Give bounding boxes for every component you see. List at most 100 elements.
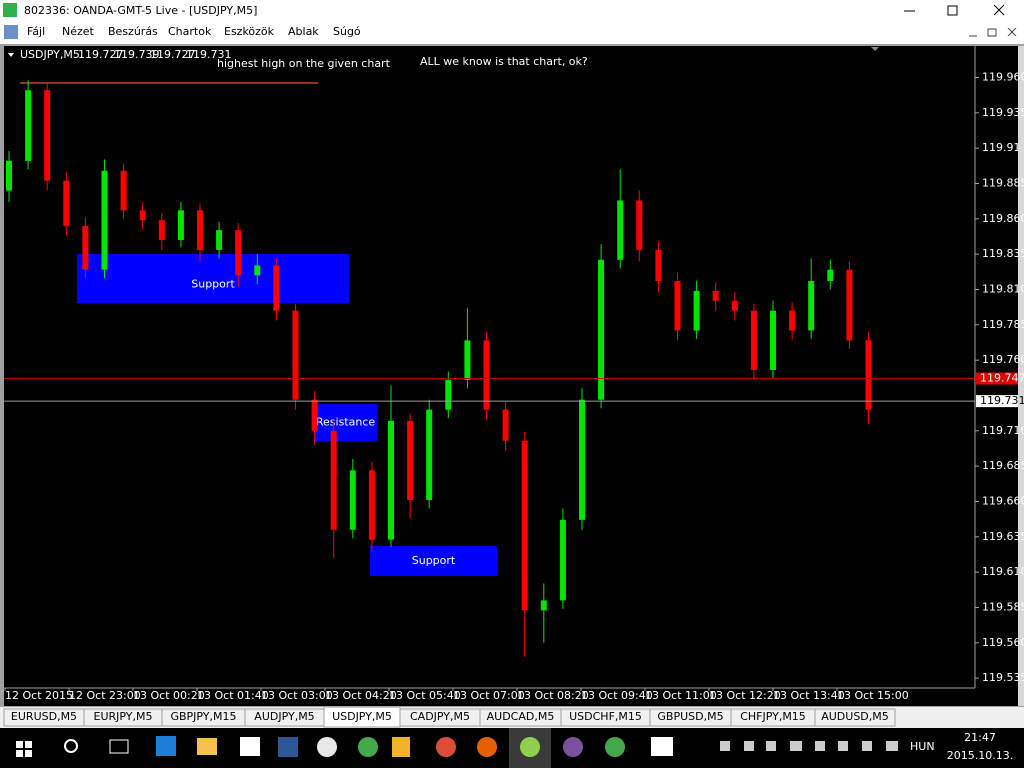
x-tick-label: 13 Oct 15:00 [837, 689, 909, 702]
y-tick-label: 119.835 [982, 247, 1024, 260]
menu-item[interactable]: Beszúrás [108, 25, 158, 38]
x-tick-label: 13 Oct 13:40 [773, 689, 845, 702]
candle-body [101, 170, 108, 270]
quote-value: 119.727 [78, 48, 124, 61]
candle-body [846, 269, 853, 341]
zone-label: Support [412, 554, 456, 567]
y-tick-label: 119.785 [982, 318, 1024, 331]
tab-label[interactable]: AUDJPY,M5 [254, 710, 314, 723]
candle-body [216, 230, 223, 250]
x-tick-label: 13 Oct 11:00 [645, 689, 717, 702]
price-level-label: 119.731 [980, 394, 1024, 407]
tab-label[interactable]: USDJPY,M5 [332, 710, 392, 723]
y-tick-label: 119.935 [982, 106, 1024, 119]
candle-body [502, 409, 509, 441]
candle-body [368, 470, 375, 540]
candle-body [388, 420, 394, 540]
annotation: ALL we know is that chart, ok? [420, 55, 588, 68]
x-tick-label: 13 Oct 09:40 [581, 689, 653, 702]
candle-body [521, 440, 528, 611]
annotation: highest high on the given chart [217, 57, 391, 70]
candle-body [674, 281, 681, 331]
language[interactable]: HUN [910, 740, 935, 753]
candle-body [25, 90, 32, 161]
clock-time[interactable]: 21:47 [964, 731, 996, 744]
y-tick-label: 119.710 [982, 424, 1024, 437]
candle-body [177, 210, 184, 241]
y-tick-label: 119.685 [982, 459, 1024, 472]
candle-body [559, 519, 566, 601]
candle-body [63, 180, 70, 226]
symbol: USDJPY,M5 [20, 48, 80, 61]
clock-date[interactable]: 2015.10.13. [947, 749, 1013, 762]
tab-label[interactable]: EURJPY,M5 [94, 710, 153, 723]
candle-body [311, 399, 318, 431]
chart-area [4, 46, 1018, 706]
zone-box [370, 546, 497, 576]
candle-body [789, 310, 796, 331]
tab-label[interactable]: CHFJPY,M15 [740, 710, 806, 723]
x-tick-label: 13 Oct 00:20 [133, 689, 205, 702]
y-tick-label: 119.660 [982, 494, 1024, 507]
menu-item[interactable]: Chartok [168, 25, 212, 38]
y-tick-label: 119.860 [982, 212, 1024, 225]
candle-body [636, 200, 643, 250]
tab[interactable] [814, 708, 896, 727]
tab-label[interactable]: EURUSD,M5 [11, 710, 77, 723]
candle-body [598, 259, 605, 400]
y-tick-label: 119.585 [982, 600, 1024, 613]
quote-value: 119.739 [114, 48, 160, 61]
y-tick-label: 119.810 [982, 282, 1024, 295]
quote-value: 119.727 [150, 48, 196, 61]
shift-marker [871, 47, 879, 51]
y-tick-label: 119.535 [982, 671, 1024, 684]
tab-label[interactable]: GBPJPY,M15 [170, 710, 236, 723]
menu-item[interactable]: Súgó [333, 25, 361, 38]
candle-body [827, 269, 834, 282]
x-tick-label: 12 Oct 23:00 [69, 689, 141, 702]
price-level-tag [976, 372, 1018, 385]
quote-value: 119.731 [186, 48, 232, 61]
candle-body [579, 399, 585, 520]
window-buttons[interactable] [904, 4, 1005, 16]
y-tick-label: 119.91 [982, 141, 1021, 154]
taskbar-icons[interactable] [16, 728, 898, 768]
doc-icon [4, 25, 18, 39]
x-tick-label: 12 Oct 2015 [5, 689, 73, 702]
candle-body [540, 600, 547, 611]
candle-body [349, 470, 356, 530]
y-tick-label: 119.560 [982, 636, 1024, 649]
tab-label[interactable]: CADJPY,M5 [410, 710, 470, 723]
y-tick-label: 119.760 [982, 353, 1024, 366]
candle-body [483, 340, 490, 410]
y-tick-label: 119.610 [982, 565, 1024, 578]
candle-body [464, 340, 471, 380]
candle-body [330, 430, 337, 530]
menu-item[interactable]: Fájl [27, 25, 45, 38]
zone-box [77, 254, 349, 303]
candle-body [197, 210, 203, 250]
tab-label[interactable]: GBPUSD,M5 [657, 710, 723, 723]
zone-box [314, 404, 377, 441]
x-tick-label: 13 Oct 01:40 [197, 689, 269, 702]
candle-body [44, 90, 51, 181]
candle-body [770, 310, 776, 371]
candle-body [693, 290, 700, 331]
dropdown[interactable] [8, 53, 14, 57]
candle-body [6, 160, 12, 191]
x-tick-label: 13 Oct 04:20 [325, 689, 397, 702]
menu-item[interactable]: Ablak [288, 25, 319, 38]
candle-body [808, 281, 815, 331]
mdi-buttons[interactable] [969, 27, 1017, 37]
tab-label[interactable]: USDCHF,M15 [569, 710, 642, 723]
x-tick-label: 13 Oct 12:20 [709, 689, 781, 702]
menu-item[interactable]: Nézet [62, 25, 95, 38]
y-tick-label: 119.960 [982, 71, 1024, 84]
menu-item[interactable]: Eszközök [224, 25, 275, 38]
candle-body [731, 300, 738, 311]
price-level-tag [976, 395, 1018, 408]
tab-label[interactable]: AUDCAD,M5 [487, 710, 555, 723]
tab-label[interactable]: AUDUSD,M5 [821, 710, 889, 723]
y-tick-label: 119.635 [982, 530, 1024, 543]
window-chrome [0, 0, 1024, 44]
